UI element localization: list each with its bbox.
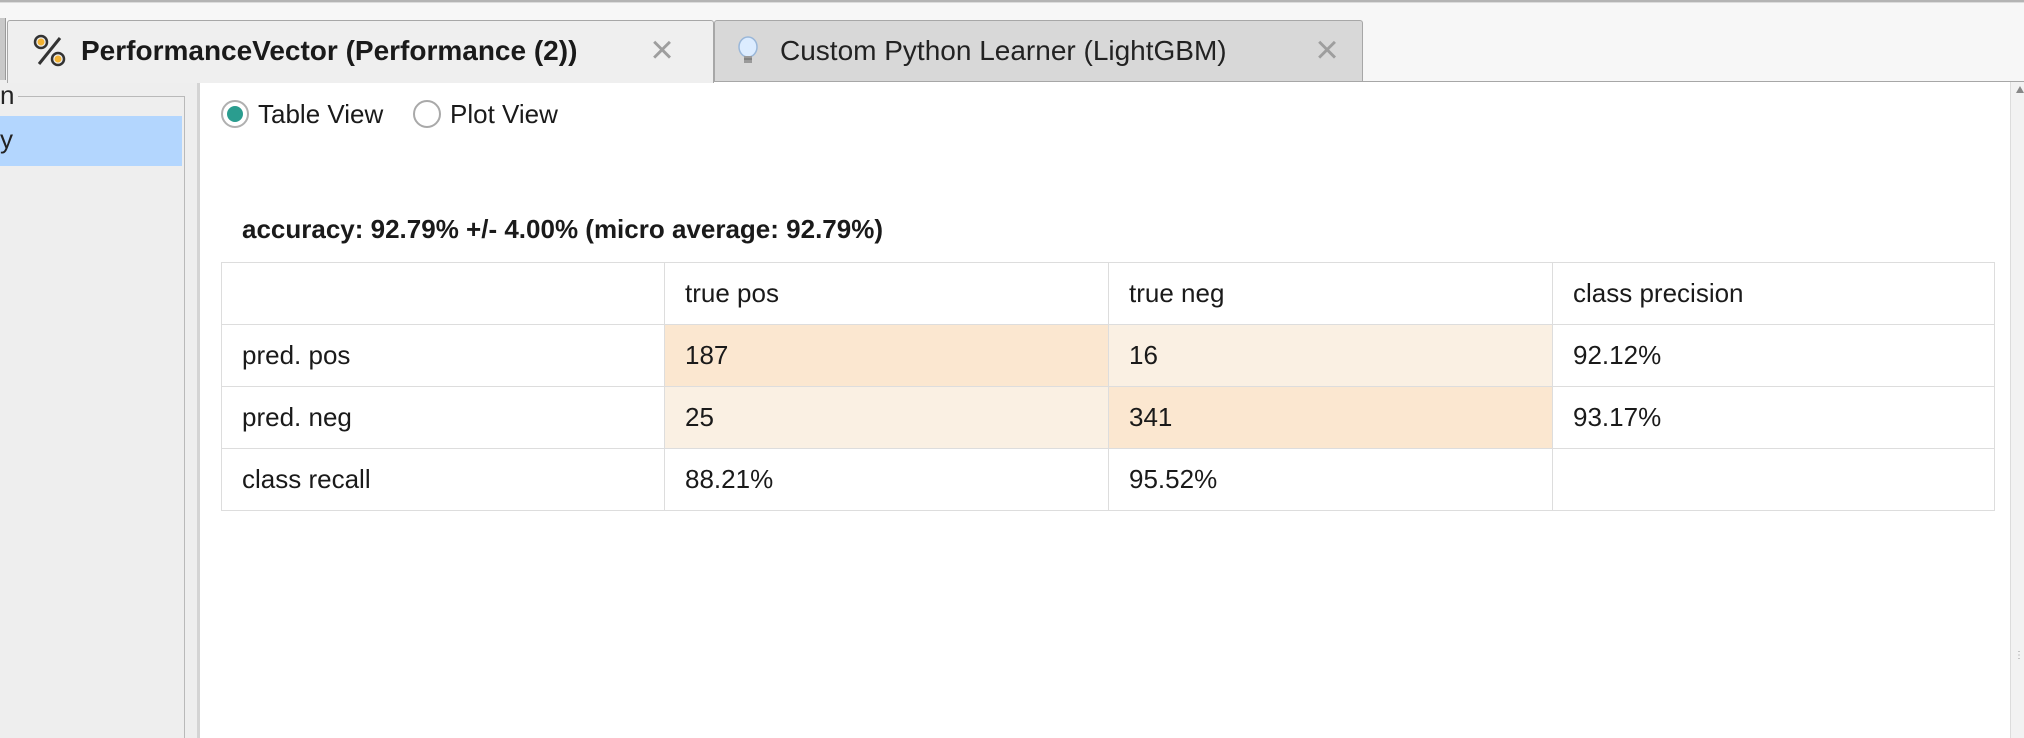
row-label: class recall xyxy=(221,448,665,511)
tab-custom-python-learner[interactable]: Custom Python Learner (LightGBM) × xyxy=(714,20,1363,82)
table-row: class recall 88.21% 95.52% xyxy=(221,448,1995,511)
percent-icon xyxy=(33,34,66,67)
table-cell: 187 xyxy=(664,324,1109,387)
table-cell: 93.17% xyxy=(1552,386,1995,449)
table-cell: 25 xyxy=(664,386,1109,449)
left-group-label: n xyxy=(0,80,19,111)
left-sidebar xyxy=(0,82,197,738)
table-cell xyxy=(1552,448,1995,511)
lightbulb-icon xyxy=(738,36,758,63)
radio-selected-icon[interactable] xyxy=(221,100,249,128)
left-list-item-label: y xyxy=(0,124,13,154)
tab-label: PerformanceVector (Performance (2)) xyxy=(81,35,578,66)
left-group-border xyxy=(0,96,185,97)
table-row: pred. neg 25 341 93.17% xyxy=(221,386,1995,449)
tab-label: Custom Python Learner (LightGBM) xyxy=(780,35,1227,66)
table-cell: 341 xyxy=(1108,386,1553,449)
table-header-cell: class precision xyxy=(1552,262,1995,325)
radio-unselected-icon[interactable] xyxy=(413,100,441,128)
table-header-cell: true pos xyxy=(664,262,1109,325)
left-group-border-right xyxy=(184,96,185,738)
table-header-cell xyxy=(221,262,665,325)
table-cell: 16 xyxy=(1108,324,1553,387)
performance-title: accuracy: 92.79% +/- 4.00% (micro averag… xyxy=(242,214,883,244)
table-header-cell: true neg xyxy=(1108,262,1553,325)
window-top-border xyxy=(0,0,2024,2)
confusion-matrix-table: true pos true neg class precision pred. … xyxy=(221,262,1995,511)
window-top-border-inner xyxy=(0,2,2024,3)
tab-performance-vector[interactable]: PerformanceVector (Performance (2)) × xyxy=(7,20,714,83)
split-pane-divider[interactable] xyxy=(197,82,200,738)
resize-grip-icon[interactable]: ⋮ xyxy=(2014,650,2024,661)
table-view-label: Table View xyxy=(258,99,384,129)
scroll-up-arrow-icon[interactable] xyxy=(2016,86,2024,93)
tab-bar-edge xyxy=(0,18,6,82)
tab-bar-bottom-border xyxy=(714,81,2024,82)
table-cell: 88.21% xyxy=(664,448,1109,511)
vertical-scrollbar[interactable] xyxy=(2010,82,2024,738)
table-header-row: true pos true neg class precision xyxy=(221,262,1995,325)
close-icon[interactable]: × xyxy=(1315,28,1339,72)
row-label: pred. neg xyxy=(221,386,665,449)
table-cell: 95.52% xyxy=(1108,448,1553,511)
table-row: pred. pos 187 16 92.12% xyxy=(221,324,1995,387)
close-icon[interactable]: × xyxy=(650,28,674,72)
row-label: pred. pos xyxy=(221,324,665,387)
plot-view-label: Plot View xyxy=(450,99,558,129)
table-cell: 92.12% xyxy=(1552,324,1995,387)
left-list-item-selected[interactable]: y xyxy=(0,116,182,166)
